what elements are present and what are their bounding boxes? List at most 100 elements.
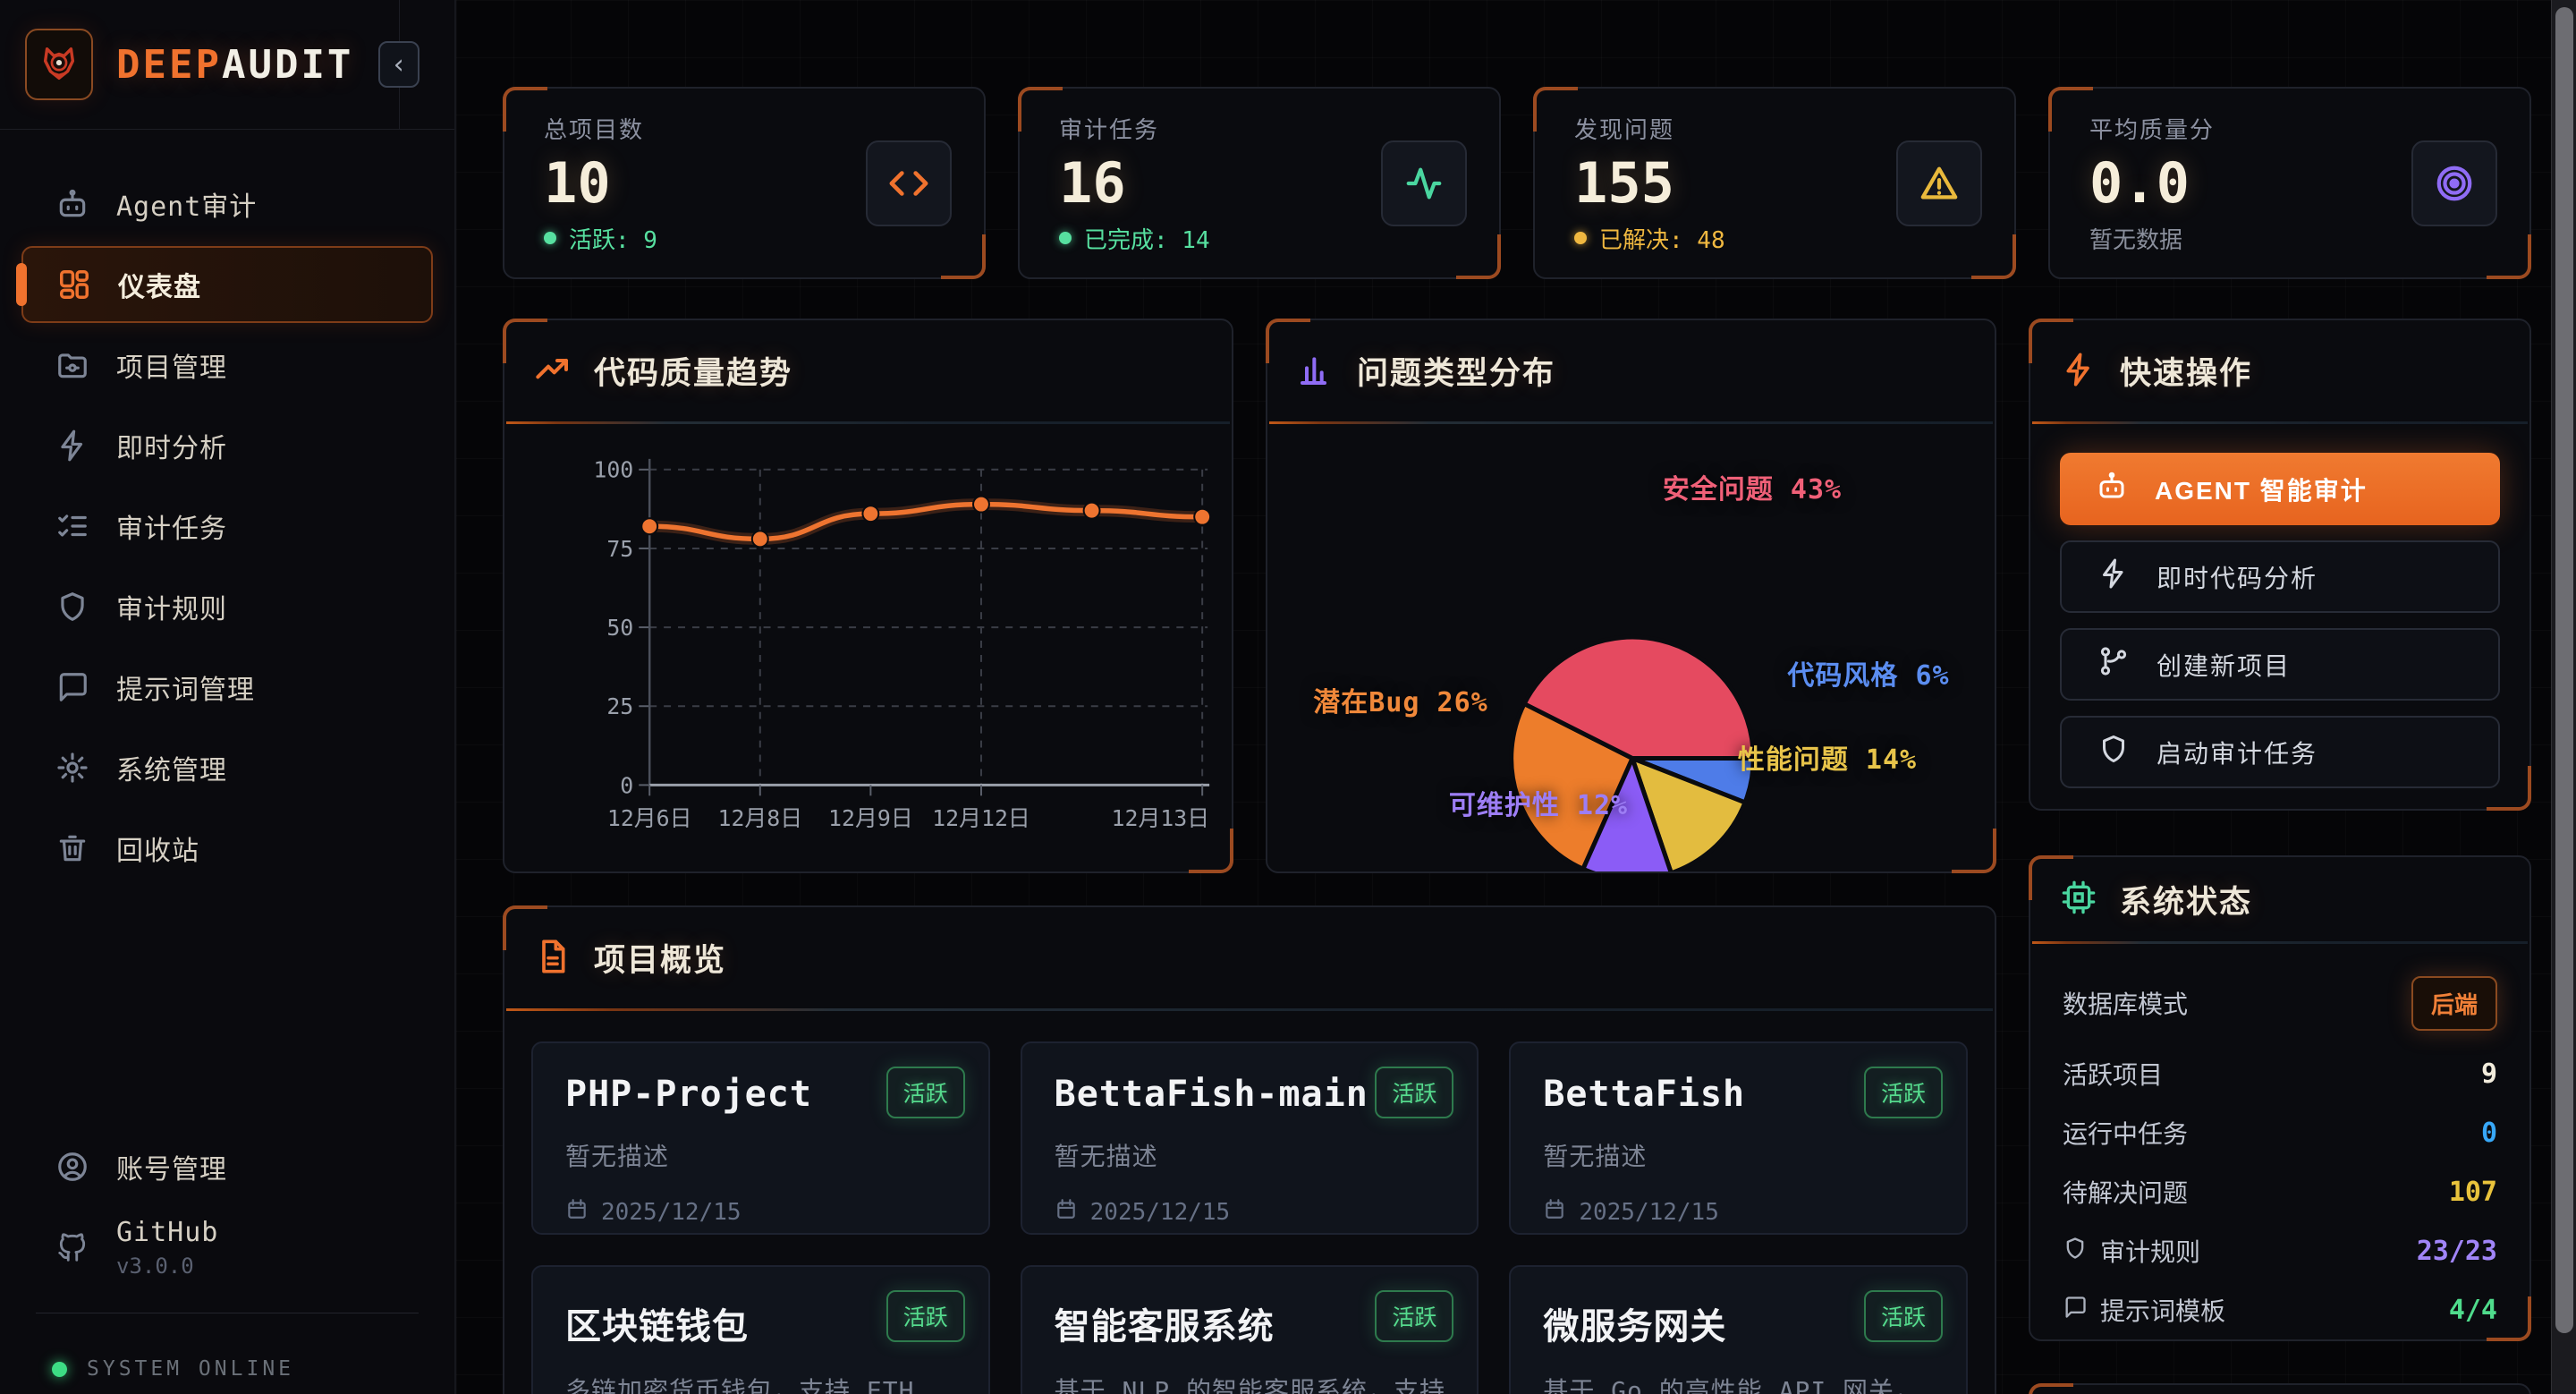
- status-dot: [544, 232, 556, 244]
- agent-audit-button[interactable]: AGENT 智能审计: [2060, 453, 2500, 525]
- sidebar-item-agent-audit[interactable]: Agent审计: [21, 166, 433, 242]
- svg-text:12月6日: 12月6日: [607, 805, 692, 831]
- lightning-icon: [2097, 557, 2130, 596]
- projects-overview-panel: 项目概览 PHP-Project 活跃 暂无描述 2025/12/15 Bett…: [503, 905, 1996, 1394]
- project-card[interactable]: 区块链钱包 活跃 多链加密货币钱包，支持 ETH、BTC 等主流币种的存储和转账…: [531, 1265, 990, 1394]
- divider: [506, 1008, 1993, 1011]
- status-dot: [1059, 232, 1072, 244]
- sidebar-item-instant-analysis[interactable]: 即时分析: [21, 407, 433, 484]
- stat-sub: 已解决: 48: [1574, 222, 1896, 255]
- panel-title: 快速操作: [2120, 356, 2253, 392]
- divider: [2032, 941, 2528, 944]
- status-badge: 活跃: [1863, 1067, 1943, 1118]
- pie-chart: 安全问题 43% 潜在Bug 26% 性能问题 14% 可维护性 12% 代码风格 6%: [1267, 424, 1995, 871]
- robot-icon: [55, 187, 89, 221]
- sidebar-item-projects[interactable]: 项目管理: [21, 327, 433, 404]
- sidebar-item-system[interactable]: 系统管理: [21, 729, 433, 806]
- pie-slice-label: 代码风格 6%: [1787, 660, 1950, 692]
- status-row-audit-rules: 审计规则 23/23: [2063, 1221, 2497, 1280]
- panel-title: 问题类型分布: [1357, 356, 1556, 392]
- divider: [2032, 421, 2528, 424]
- stats-row: 总项目数 10 活跃: 9 审计任务 16 已完成: 14 发现问题 155 已…: [503, 87, 2531, 279]
- calendar-icon: [1543, 1197, 1566, 1227]
- svg-text:50: 50: [606, 615, 633, 641]
- svg-text:12月13日: 12月13日: [1112, 805, 1210, 831]
- start-audit-button[interactable]: 启动审计任务: [2060, 716, 2500, 788]
- fox-logo-icon: [43, 47, 75, 81]
- sidebar-item-prompts[interactable]: 提示词管理: [21, 649, 433, 726]
- folder-git-icon: [55, 348, 89, 382]
- project-card[interactable]: 微服务网关 活跃 基于 Go 的高性能 API 网关，支持限流、熔断、负载均衡 …: [1509, 1265, 1968, 1394]
- chat-bubble-icon: [2063, 1295, 2088, 1326]
- lightning-icon: [55, 429, 89, 463]
- stat-value: 10: [544, 149, 611, 216]
- pie-slice-label: 可维护性 12%: [1448, 790, 1629, 821]
- robot-icon: [2096, 470, 2128, 508]
- stat-card-total-projects: 总项目数 10 活跃: 9: [503, 87, 986, 279]
- online-dot: [52, 1361, 67, 1377]
- stat-card-avg-quality: 平均质量分 0.0 暂无数据: [2048, 87, 2531, 279]
- stat-card-audit-tasks: 审计任务 16 已完成: 14: [1018, 87, 1501, 279]
- create-project-button[interactable]: 创建新项目: [2060, 628, 2500, 701]
- stat-card-issues-found: 发现问题 155 已解决: 48: [1533, 87, 2016, 279]
- app-logo: [25, 29, 93, 100]
- next-panel-peek: [2029, 1383, 2531, 1394]
- status-row-active-projects: 活跃项目 9: [2063, 1058, 2497, 1091]
- pie-slice-label: 潜在Bug 26%: [1313, 687, 1488, 718]
- stat-sub: 活跃: 9: [544, 222, 866, 255]
- activity-icon: [1381, 140, 1467, 226]
- sidebar-item-account[interactable]: 账号管理: [21, 1128, 433, 1205]
- system-status-panel: 系统状态 数据库模式 后端 活跃项目 9 运行中任务 0: [2029, 855, 2531, 1341]
- trending-up-icon: [535, 352, 571, 391]
- project-card[interactable]: BettaFish 活跃 暂无描述 2025/12/15: [1509, 1041, 1968, 1235]
- svg-text:12月8日: 12月8日: [717, 805, 802, 831]
- backend-badge: 后端: [2411, 975, 2497, 1031]
- stat-value: 155: [1574, 149, 1674, 216]
- status-row-prompt-templates: 提示词模板 4/4: [2063, 1280, 2497, 1339]
- status-row-running-tasks: 运行中任务 0: [2063, 1117, 2497, 1150]
- pie-slice-label: 性能问题 14%: [1737, 744, 1918, 776]
- sidebar-collapse-button[interactable]: ‹: [378, 41, 419, 88]
- stat-value: 0.0: [2089, 149, 2190, 216]
- page-scrollbar[interactable]: [2551, 0, 2576, 1394]
- shield-icon: [2097, 733, 2130, 771]
- sidebar-menu: Agent审计 仪表盘 项目管理 即时分析 审计任务 审计规则 提示词管理 系: [0, 166, 454, 890]
- dashboard-icon: [57, 268, 91, 302]
- stat-sub: 暂无数据: [2089, 226, 2183, 254]
- svg-text:12月12日: 12月12日: [932, 805, 1030, 831]
- lightning-icon: [2061, 352, 2097, 391]
- file-text-icon: [535, 939, 571, 978]
- svg-text:25: 25: [606, 693, 633, 719]
- divider: [506, 421, 1230, 424]
- status-row-db-mode: 数据库模式 后端: [2063, 962, 2497, 1044]
- panel-title: 代码质量趋势: [594, 356, 793, 392]
- status-dot: [1574, 232, 1587, 244]
- project-cards-grid: PHP-Project 活跃 暂无描述 2025/12/15 BettaFish…: [504, 1011, 1995, 1394]
- divider: [1269, 421, 1993, 424]
- cpu-icon: [2061, 880, 2097, 919]
- line-chart: 0 25 50 75 100 12月6日 12月8日 12月9日 12月12日 12月13日: [504, 424, 1232, 871]
- instant-analysis-button[interactable]: 即时代码分析: [2060, 540, 2500, 613]
- project-card[interactable]: 智能客服系统 活跃 基于 NLP 的智能客服系统，支持多轮对话、意图识别和知识库…: [1020, 1265, 1479, 1394]
- code-quality-trend-panel: 代码质量趋势 0 25 50 75 100 12月6日 12月8日 12月9日 12月12日 12…: [503, 319, 1233, 873]
- target-icon: [2411, 140, 2497, 226]
- svg-text:12月9日: 12月9日: [828, 805, 913, 831]
- stat-sub: 已完成: 14: [1059, 222, 1381, 255]
- sidebar-item-dashboard[interactable]: 仪表盘: [21, 246, 433, 323]
- project-card[interactable]: BettaFish-main 活跃 暂无描述 2025/12/15: [1020, 1041, 1479, 1235]
- status-badge: 活跃: [886, 1290, 965, 1342]
- sidebar: DEEPAUDIT ‹ Agent审计 仪表盘 项目管理 即时分析 审计任务 审…: [0, 0, 456, 1394]
- sidebar-item-audit-rules[interactable]: 审计规则: [21, 568, 433, 645]
- svg-text:75: 75: [606, 536, 633, 562]
- shield-icon: [2063, 1236, 2088, 1267]
- project-card[interactable]: PHP-Project 活跃 暂无描述 2025/12/15: [531, 1041, 990, 1235]
- sidebar-item-recycle-bin[interactable]: 回收站: [21, 810, 433, 887]
- sidebar-item-github[interactable]: GitHub v3.0.0: [21, 1209, 433, 1286]
- sidebar-header: DEEPAUDIT ‹: [0, 0, 454, 130]
- user-circle-icon: [55, 1150, 89, 1184]
- status-badge: 活跃: [1863, 1290, 1943, 1342]
- scrollbar-thumb[interactable]: [2555, 7, 2573, 1333]
- brand-title: DEEPAUDIT: [116, 41, 354, 88]
- sidebar-item-audit-tasks[interactable]: 审计任务: [21, 488, 433, 565]
- bar-chart-icon: [1298, 352, 1334, 391]
